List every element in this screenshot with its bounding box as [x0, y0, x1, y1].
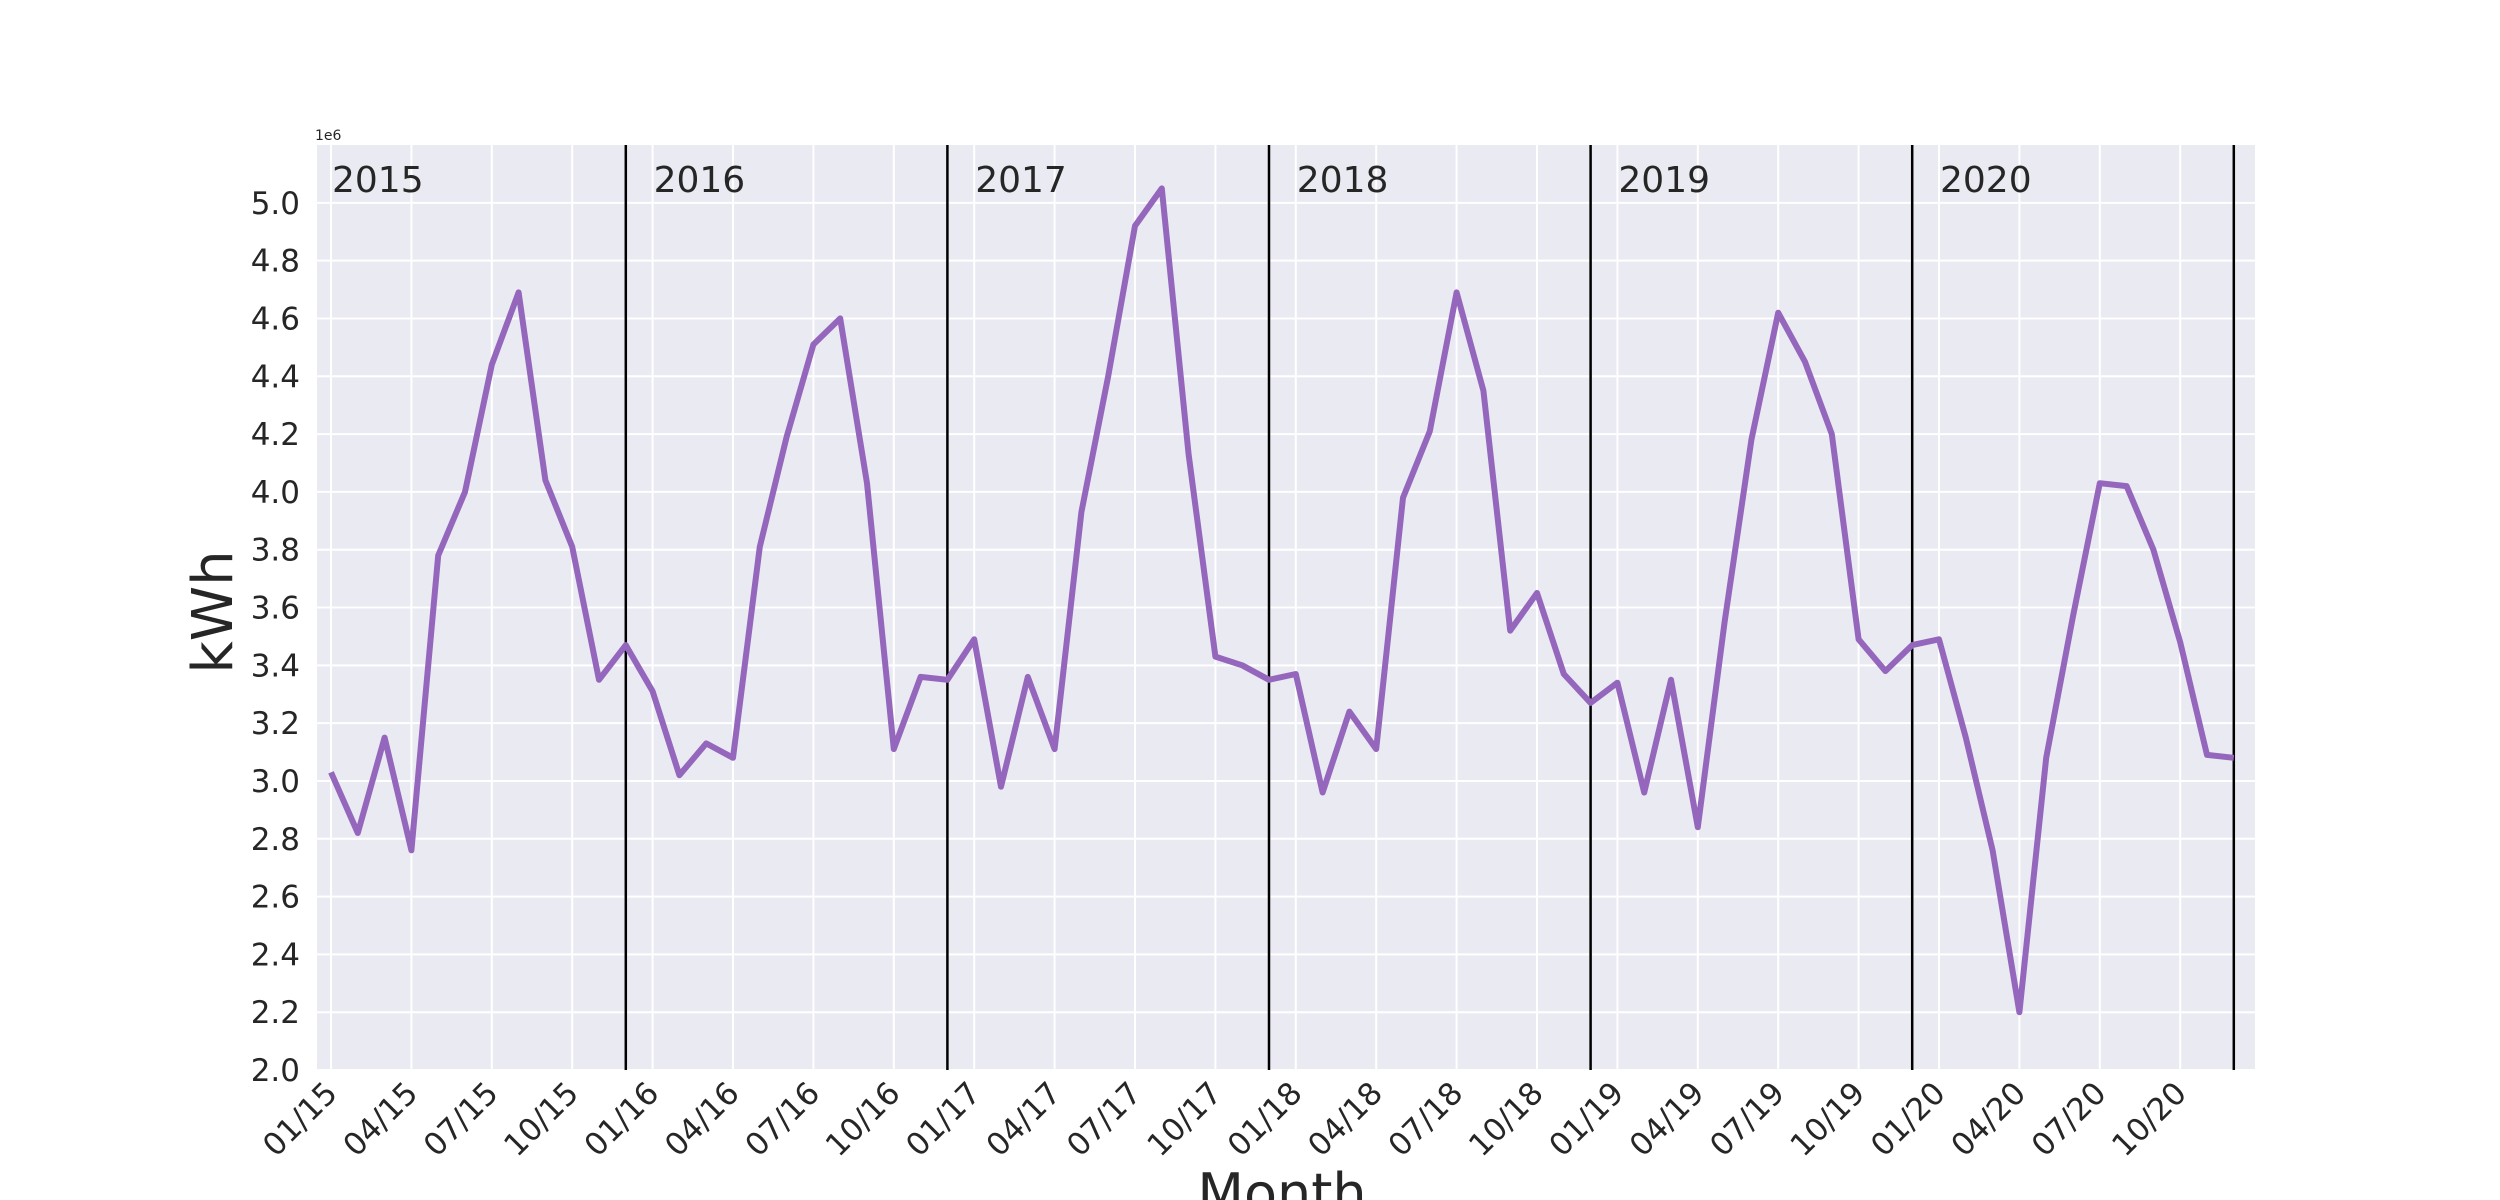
x-tick-label: 07/16	[738, 1075, 827, 1164]
x-tick-label: 10/15	[497, 1075, 586, 1164]
x-tick-label: 01/16	[578, 1075, 667, 1164]
y-tick-label: 4.0	[251, 475, 300, 511]
y-tick-label: 2.2	[251, 995, 300, 1031]
x-tick-label: 10/19	[1784, 1075, 1873, 1164]
y-tick-label: 3.0	[251, 764, 300, 800]
x-tick-label: 07/19	[1703, 1075, 1792, 1164]
x-tick-label: 04/16	[658, 1075, 747, 1164]
x-tick-label: 04/18	[1301, 1075, 1390, 1164]
y-tick-label: 5.0	[251, 186, 300, 222]
x-tick-label: 01/18	[1221, 1075, 1310, 1164]
year-separators	[624, 145, 2236, 1070]
x-tick-label: 04/15	[336, 1075, 425, 1164]
y-tick-label: 3.8	[251, 533, 300, 569]
y-tick-label: 2.8	[251, 822, 300, 858]
y-tick-label: 2.4	[251, 937, 300, 973]
y-tick-label: 3.4	[251, 648, 300, 684]
year-label: 2020	[1940, 160, 2032, 201]
x-tick-label: 10/20	[2105, 1075, 2194, 1164]
series-line	[328, 185, 2235, 1016]
x-tick-labels: 01/1504/1507/1510/1501/1604/1607/1610/16…	[256, 1075, 2194, 1164]
y-tick-label: 4.6	[251, 301, 300, 337]
x-tick-label: 01/20	[1864, 1075, 1953, 1164]
x-tick-label: 07/20	[2025, 1075, 2114, 1164]
year-label: 2019	[1618, 160, 1710, 201]
x-tick-label: 10/18	[1462, 1075, 1551, 1164]
year-labels: 2015 2016 2017 2018 2019 2020	[332, 160, 2032, 201]
year-label: 2015	[332, 160, 424, 201]
y-tick-label: 4.8	[251, 244, 300, 280]
year-label: 2017	[975, 160, 1067, 201]
x-tick-label: 04/17	[980, 1075, 1069, 1164]
x-tick-label: 01/17	[899, 1075, 988, 1164]
y-offset-label: 1e6	[315, 128, 342, 144]
y-tick-label: 3.6	[251, 591, 300, 627]
year-label: 2016	[654, 160, 746, 201]
y-tick-label: 4.2	[251, 417, 300, 453]
x-tick-label: 07/18	[1382, 1075, 1471, 1164]
x-tick-label: 07/17	[1060, 1075, 1149, 1164]
x-tick-label: 10/16	[819, 1075, 908, 1164]
x-tick-label: 01/19	[1542, 1075, 1631, 1164]
y-tick-label: 4.4	[251, 359, 300, 395]
x-tick-label: 10/17	[1140, 1075, 1229, 1164]
y-tick-label: 3.2	[251, 706, 300, 742]
y-axis-label: kWh	[181, 550, 246, 673]
x-tick-label: 04/19	[1623, 1075, 1712, 1164]
y-tick-labels: 2.0 2.2 2.4 2.6 2.8 3.0 3.2 3.4 3.6 3.8 4.0 4.2 4.4 4…	[251, 186, 300, 1089]
y-tick-label: 2.0	[251, 1053, 300, 1089]
x-tick-label: 04/20	[1944, 1075, 2033, 1164]
grid-lines	[317, 145, 2255, 1071]
year-label: 2018	[1297, 160, 1389, 201]
y-tick-label: 2.6	[251, 880, 300, 916]
x-tick-label: 07/15	[417, 1075, 506, 1164]
x-axis-label: Month	[1197, 1162, 1366, 1200]
